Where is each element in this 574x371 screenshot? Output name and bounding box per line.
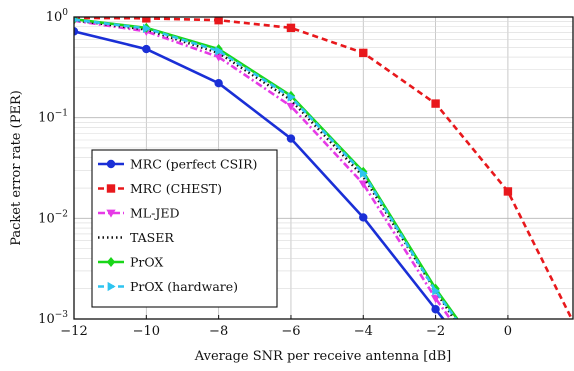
legend-swatch-marker <box>106 256 116 268</box>
data-point <box>74 27 79 36</box>
legend-swatch-marker <box>107 281 116 292</box>
series-prox-hardware <box>74 17 458 319</box>
series-line <box>74 17 573 319</box>
data-point <box>214 78 223 88</box>
data-point <box>432 286 441 296</box>
x-axis-label: Average SNR per receive antenna [dB] <box>194 349 451 364</box>
data-point <box>286 134 296 143</box>
legend-label: TASER <box>130 230 174 245</box>
legend-entry: PrOX (hardware) <box>98 279 238 294</box>
legend-label: ML-JED <box>130 206 179 221</box>
series-mrc-perfect-csir <box>74 27 445 319</box>
y-tick-label: 10−2 <box>38 209 68 226</box>
y-tick-labels: 100 10−1 10−2 10−3 <box>38 8 68 327</box>
data-point <box>286 23 296 33</box>
x-tick-label: −10 <box>133 324 160 339</box>
legend-entry: MRC (CHEST) <box>98 181 222 196</box>
legend-box <box>91 149 278 308</box>
legend-swatch-marker <box>106 159 116 169</box>
y-tick-label: 10−1 <box>38 109 68 126</box>
x-tick-label: −8 <box>209 324 228 339</box>
data-point <box>287 92 296 102</box>
data-point <box>214 17 223 25</box>
data-point <box>142 23 151 34</box>
plot-frame <box>73 16 574 320</box>
x-tick-label: −12 <box>60 324 87 339</box>
data-point <box>503 187 513 196</box>
x-tick-label: 0 <box>504 324 512 339</box>
legend: MRC (perfect CSIR) MRC (CHEST) ML-JED TASER… <box>91 149 278 308</box>
y-tick-label: 10−3 <box>38 310 68 327</box>
legend-swatch-marker <box>106 209 116 218</box>
legend-label: MRC (CHEST) <box>130 181 222 196</box>
data-point <box>431 305 440 314</box>
data-point <box>214 53 224 62</box>
x-tick-labels: −12 −10 −8 −6 −4 −2 0 <box>60 315 512 339</box>
data-point <box>142 44 151 54</box>
legend-entry: ML-JED <box>98 206 179 221</box>
y-axis-label: Packet error rate (PER) <box>9 90 24 246</box>
legend-swatch-marker <box>106 184 116 193</box>
data-point <box>142 17 151 23</box>
data-point <box>430 295 441 304</box>
x-tick-label: −4 <box>354 324 373 339</box>
legend-entry: PrOX <box>98 255 163 270</box>
data-point <box>431 99 440 108</box>
data-point <box>359 48 368 58</box>
data-point <box>74 17 79 23</box>
data-point <box>359 168 368 178</box>
x-tick-label: −6 <box>281 324 300 339</box>
legend-entry: TASER <box>98 230 174 245</box>
data-point <box>359 213 368 222</box>
series-layer <box>74 17 573 319</box>
legend-label: PrOX (hardware) <box>130 279 238 294</box>
y-tick-label: 100 <box>46 8 69 25</box>
legend-label: MRC (perfect CSIR) <box>130 157 257 172</box>
data-point <box>215 46 224 56</box>
legend-entry: MRC (perfect CSIR) <box>98 157 257 172</box>
data-point <box>286 102 296 111</box>
x-tick-label: −2 <box>426 324 445 339</box>
legend-label: PrOX <box>130 255 163 270</box>
